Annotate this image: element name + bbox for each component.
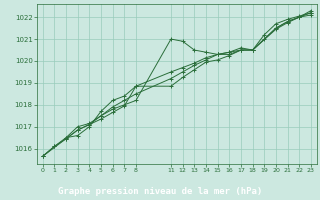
Text: Graphe pression niveau de la mer (hPa): Graphe pression niveau de la mer (hPa)	[58, 186, 262, 196]
